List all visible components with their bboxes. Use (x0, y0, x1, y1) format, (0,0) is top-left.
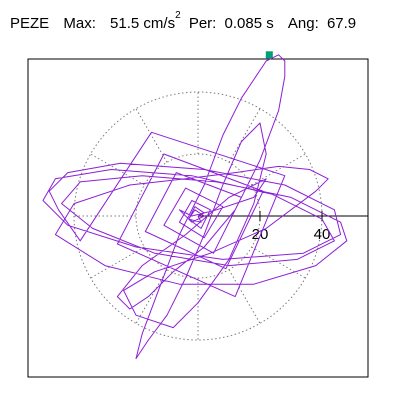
per-value: 0.085 (224, 15, 263, 32)
marker-layer (265, 51, 273, 59)
station-code: PEZE (10, 15, 50, 32)
grid-spoke-60 (228, 108, 261, 163)
motion-trace-0 (42, 54, 348, 360)
radial-tick-label-40: 40 (314, 226, 331, 243)
max-unit-exponent: 2 (175, 10, 181, 21)
max-label: Max: (63, 15, 96, 32)
ang-label: Ang: (287, 15, 319, 32)
plot-frame (27, 58, 369, 378)
max-value: 51.5 (110, 15, 140, 32)
per-unit: s (266, 15, 274, 32)
ang-value: 67.9 (326, 15, 357, 32)
header: PEZE Max: 51.5 cm/s2 Per: 0.085 s Ang: 6… (10, 10, 357, 32)
grid-spoke-300 (228, 269, 261, 324)
max-unit: cm/s (143, 15, 176, 32)
per-label: Per: (188, 15, 217, 32)
trace-layer (42, 54, 348, 360)
grid-spoke-240 (135, 269, 168, 324)
end-marker (265, 51, 273, 59)
radial-tick-label-20: 20 (252, 226, 269, 243)
